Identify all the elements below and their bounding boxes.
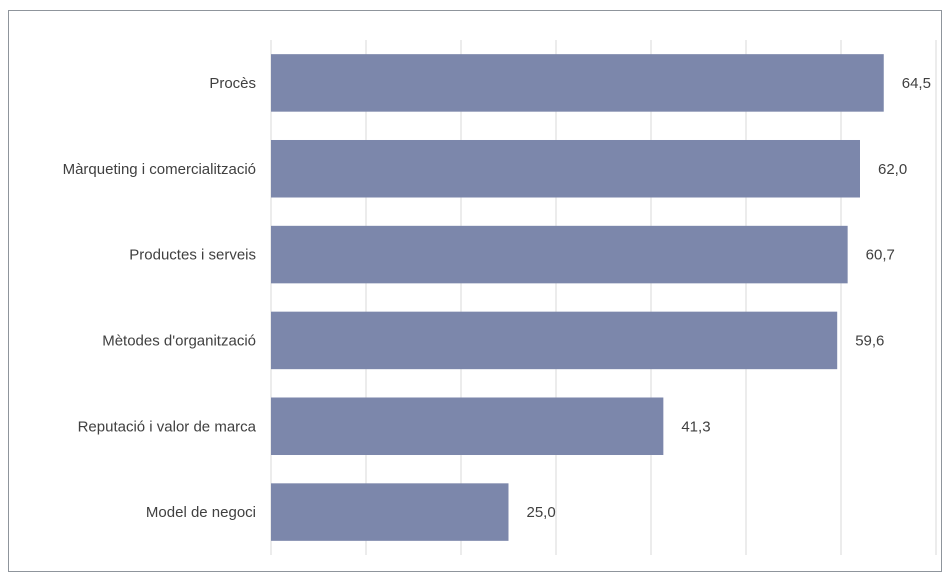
- category-label: Procès: [209, 75, 256, 92]
- category-label: Model de negoci: [146, 504, 256, 521]
- value-label: 64,5: [902, 75, 931, 92]
- bar: [271, 311, 838, 370]
- value-label: 59,6: [855, 332, 884, 349]
- value-label: 60,7: [866, 247, 895, 264]
- category-label: Productes i serveis: [129, 247, 256, 264]
- bar: [271, 54, 884, 112]
- category-label: Mètodes d'organització: [102, 332, 256, 349]
- value-label: 41,3: [681, 418, 710, 435]
- value-label: 25,0: [527, 504, 556, 521]
- bar: [271, 225, 848, 284]
- bar: [271, 139, 860, 198]
- category-label: Màrqueting i comercialització: [63, 161, 256, 178]
- category-label: Reputació i valor de marca: [78, 418, 257, 435]
- bar: [271, 397, 664, 456]
- bar: [271, 483, 509, 541]
- value-label: 62,0: [878, 161, 907, 178]
